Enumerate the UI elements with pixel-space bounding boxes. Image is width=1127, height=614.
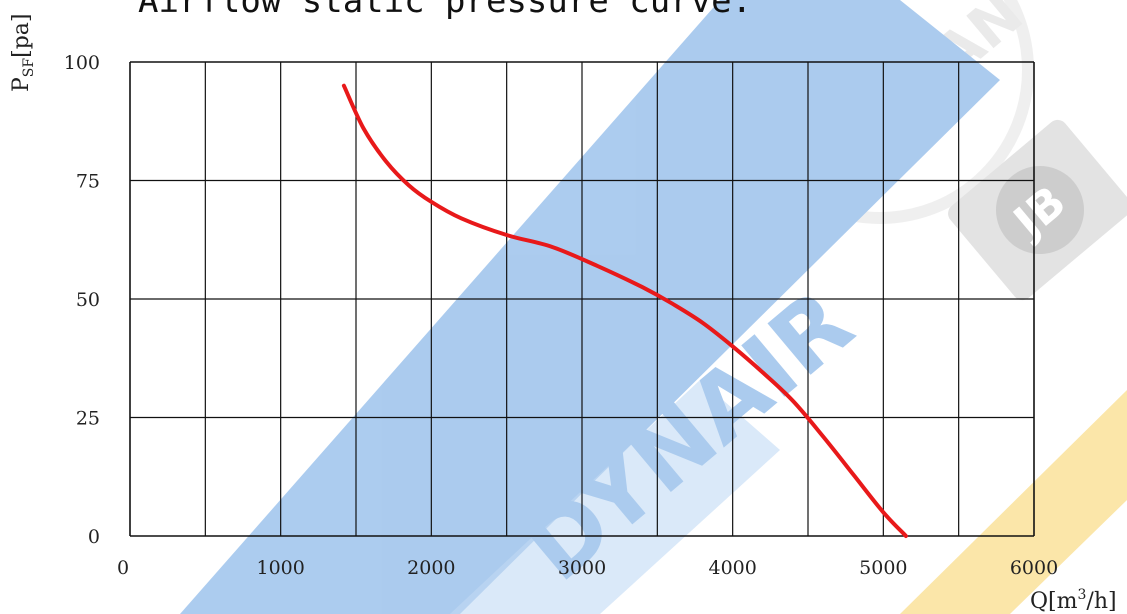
x-axis-label-unit-close: /h]: [1086, 589, 1116, 614]
y-tick-label: 75: [76, 171, 100, 193]
y-axis-ticks: 0 25 50 75 100: [64, 52, 100, 548]
y-axis-label-unit: [pa]: [9, 14, 34, 58]
plot-grid: [129, 61, 1035, 537]
y-axis-label-sub: SF: [21, 58, 37, 78]
x-tick-label: 0: [117, 557, 129, 579]
chart-title: Airflow static pressure curve:: [138, 0, 752, 21]
x-axis-label-unit-sup: 3: [1078, 587, 1087, 603]
watermark-yellow-band: [900, 390, 1127, 614]
x-tick-label: 4000: [708, 557, 756, 579]
x-axis-ticks: 0 1000 2000 3000 4000 5000 6000: [117, 557, 1058, 579]
y-axis-label-main: P: [9, 77, 34, 92]
x-tick-label: 3000: [558, 557, 606, 579]
watermark-blue-band: [180, 0, 1000, 614]
series-layer: [341, 83, 908, 538]
series-line: [341, 83, 908, 538]
y-tick-label: 25: [76, 408, 100, 430]
watermark-blue-band-secondary: [450, 380, 780, 614]
x-tick-label: 6000: [1010, 557, 1058, 579]
x-axis-label: Q[m3/h]: [1030, 587, 1117, 614]
x-tick-label: 1000: [256, 557, 304, 579]
watermark-layer: DAYAN DYNAIR JB: [180, 0, 1127, 614]
watermark-ring-logo: [726, 0, 1034, 224]
y-tick-label: 50: [76, 289, 100, 311]
y-tick-label: 100: [64, 52, 100, 74]
x-tick-label: 5000: [859, 557, 907, 579]
x-tick-label: 2000: [407, 557, 455, 579]
y-tick-label: 0: [88, 526, 100, 548]
x-axis-label-unit-open: [m: [1048, 589, 1078, 614]
x-axis-label-main: Q: [1030, 589, 1048, 614]
watermark-badge: JB: [948, 119, 1127, 301]
y-axis-label: PSF[pa]: [9, 14, 37, 93]
